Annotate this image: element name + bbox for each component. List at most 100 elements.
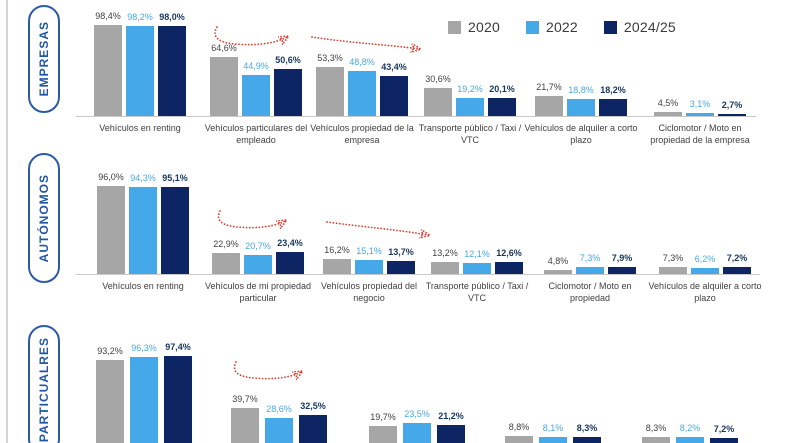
bar-2020	[94, 25, 122, 116]
value-label: 22,9%	[213, 239, 239, 249]
bar-2022	[244, 255, 272, 274]
section-pill-empresas: EMPRESAS	[28, 5, 60, 113]
bar-2024/25	[274, 69, 302, 116]
value-label: 8,2%	[679, 423, 701, 433]
bar-2022	[126, 26, 154, 116]
x-axis-line	[76, 274, 760, 275]
value-label: 7,2%	[713, 424, 735, 434]
category-label: Vehículos de mi propiedad particular	[204, 281, 312, 303]
value-label: 8,3%	[645, 423, 667, 433]
value-label: 43,4%	[381, 62, 407, 72]
bar-2024/25	[718, 114, 746, 116]
trend-arrow-dip-rise-empresas	[214, 26, 298, 50]
value-label: 4,5%	[657, 98, 679, 108]
category-label: Vehículos de alquiler a corto plazo	[524, 123, 638, 145]
value-label: 21,2%	[438, 411, 464, 421]
bar-2020	[96, 360, 124, 443]
bar-2020	[316, 67, 344, 116]
value-label: 19,2%	[457, 84, 483, 94]
value-label: 94,3%	[130, 173, 156, 183]
trend-arrow-decline-empresas	[311, 36, 430, 57]
value-label: 98,2%	[127, 12, 153, 22]
bar-2024/25	[573, 437, 601, 443]
bar-2022	[265, 418, 293, 443]
value-label: 20,1%	[489, 84, 515, 94]
trend-arrow-decline-autonomos	[326, 221, 436, 244]
value-label: 97,4%	[165, 342, 191, 352]
bar-2020	[659, 267, 687, 274]
value-label: 95,1%	[162, 173, 188, 183]
value-label: 3,1%	[689, 99, 711, 109]
value-label: 12,1%	[464, 249, 490, 259]
value-label: 13,2%	[432, 248, 458, 258]
bar-2022	[539, 437, 567, 443]
value-label: 7,3%	[579, 253, 601, 263]
bar-2024/25	[158, 26, 186, 116]
value-label: 23,4%	[277, 238, 303, 248]
bar-2020	[544, 270, 572, 274]
category-label: Vehículos en renting	[102, 281, 184, 291]
trend-arrow-dip-rise-particulares	[233, 361, 312, 385]
category-label: Ciclomotor / Moto en propiedad	[548, 281, 632, 303]
bar-2024/25	[608, 267, 636, 274]
bar-2024/25	[299, 415, 327, 443]
value-label: 18,8%	[568, 85, 594, 95]
bar-2020	[323, 259, 351, 274]
category-label: Vehículos propiedad del negocio	[320, 281, 418, 303]
bar-2024/25	[437, 425, 465, 443]
bar-2020	[369, 426, 397, 443]
trend-arrow-dip-rise-autonomos	[217, 210, 296, 234]
section-title-autonomos: AUTÓNOMOS	[37, 173, 51, 263]
bar-2020	[431, 262, 459, 274]
bar-2024/25	[710, 438, 738, 443]
value-label: 15,1%	[356, 246, 382, 256]
slide-left-border	[6, 0, 8, 443]
value-label: 23,5%	[404, 409, 430, 419]
bar-2024/25	[488, 98, 516, 116]
bar-2022	[129, 187, 157, 274]
bar-2022	[456, 98, 484, 116]
bar-2020	[212, 253, 240, 274]
bar-2020	[654, 112, 682, 116]
value-label: 93,2%	[97, 346, 123, 356]
bar-2020	[424, 88, 452, 116]
section-title-particulares: PARTICUALRES	[37, 337, 51, 443]
legend-item: 2024/25	[603, 19, 676, 35]
bar-2024/25	[599, 99, 627, 116]
value-label: 8,3%	[576, 423, 598, 433]
bar-2022	[576, 267, 604, 274]
value-label: 12,6%	[496, 248, 522, 258]
value-label: 64,6%	[211, 43, 237, 53]
chart-legend: 2020 2022 2024/25	[448, 19, 676, 35]
legend-swatch-2020	[448, 20, 461, 34]
bar-2022	[686, 113, 714, 116]
value-label: 48,8%	[349, 57, 375, 67]
value-label: 6,2%	[694, 254, 716, 264]
value-label: 32,5%	[300, 401, 326, 411]
value-label: 21,7%	[536, 82, 562, 92]
category-label: Ciclomotor / Moto en propiedad de la emp…	[650, 123, 750, 145]
value-label: 13,7%	[388, 247, 414, 257]
section-title-empresas: EMPRESAS	[37, 21, 51, 97]
value-label: 98,4%	[95, 11, 121, 21]
value-label: 8,1%	[542, 423, 564, 433]
value-label: 39,7%	[232, 394, 258, 404]
bar-2022	[691, 268, 719, 274]
bar-2020	[210, 57, 238, 116]
value-label: 7,2%	[726, 253, 748, 263]
bar-2022	[463, 263, 491, 274]
bar-2024/25	[387, 261, 415, 274]
section-pill-autonomos: AUTÓNOMOS	[28, 153, 60, 283]
legend-item: 2022	[525, 19, 578, 35]
legend-label: 2022	[545, 19, 578, 35]
category-label: Transporte público / Taxi / VTC	[425, 281, 529, 303]
value-label: 7,3%	[662, 253, 684, 263]
bar-2024/25	[723, 267, 751, 274]
bar-2022	[567, 99, 595, 116]
value-label: 18,2%	[600, 85, 626, 95]
value-label: 50,6%	[275, 55, 301, 65]
value-label: 4,8%	[547, 256, 569, 266]
value-label: 19,7%	[370, 412, 396, 422]
value-label: 44,9%	[243, 61, 269, 71]
